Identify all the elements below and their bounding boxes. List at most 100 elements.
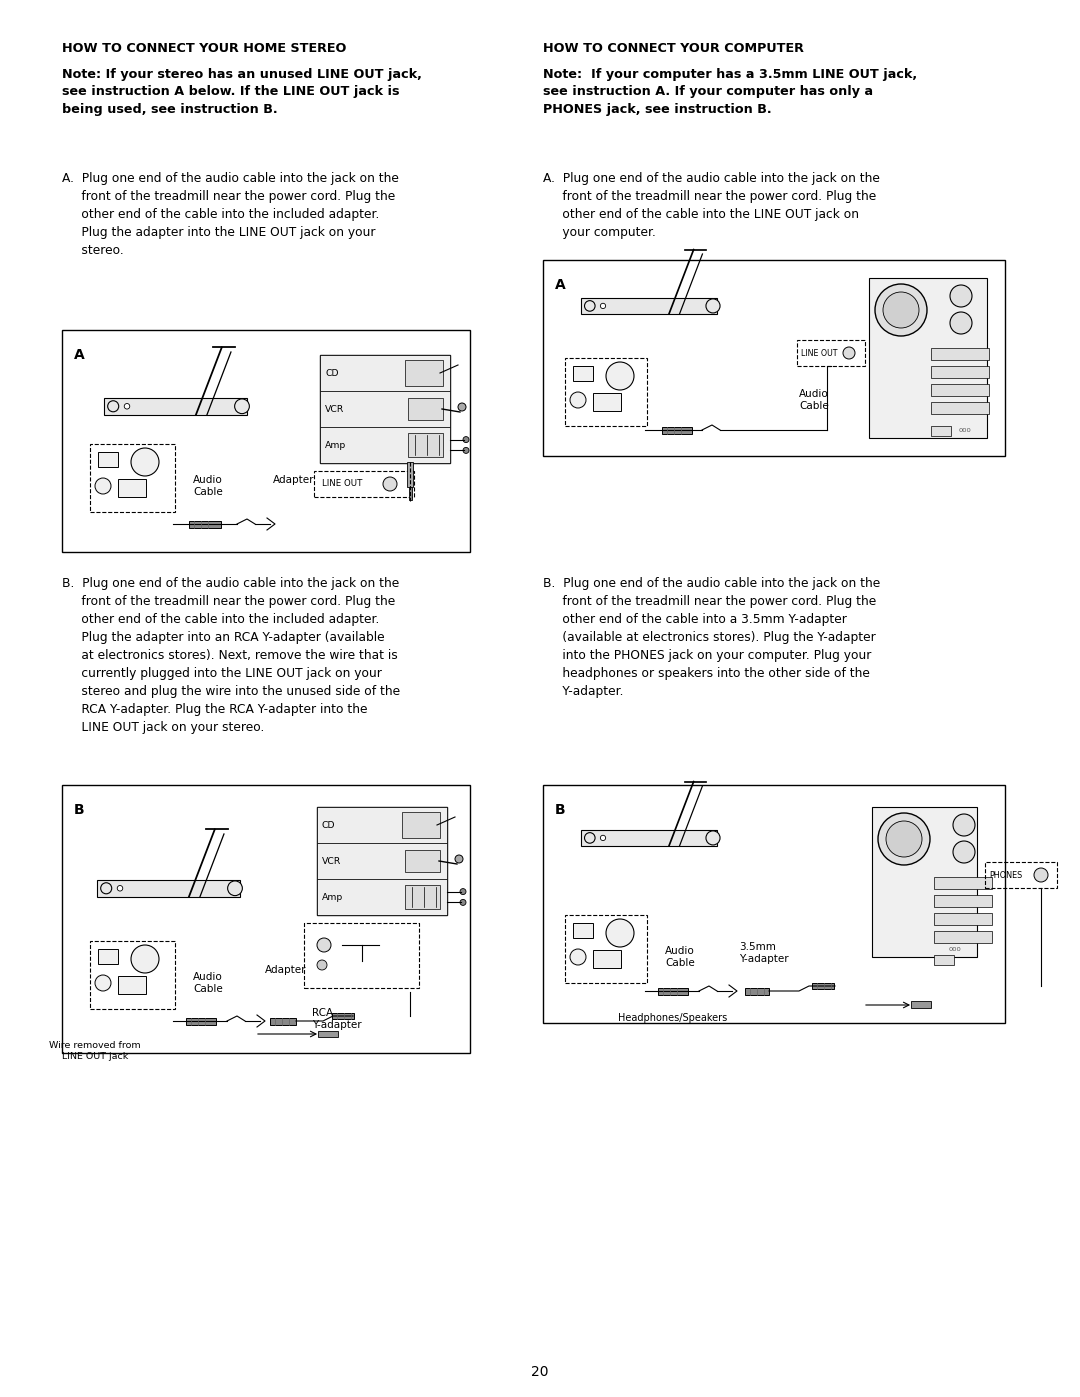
Text: B: B [555,803,566,817]
Bar [332,1013,354,1018]
Bar [931,426,951,436]
Bar [745,988,769,995]
Text: Note: If your stereo has an unused LINE OUT jack,
see instruction A below. If th: Note: If your stereo has an unused LINE … [62,68,422,116]
Circle shape [883,292,919,328]
Bar [797,339,865,366]
Text: Audio
Cable: Audio Cable [665,946,694,968]
Bar [318,807,447,842]
Bar [985,862,1057,888]
Text: A.  Plug one end of the audio cable into the jack on the
     front of the tread: A. Plug one end of the audio cable into … [543,172,880,239]
Circle shape [584,300,595,312]
Bar [405,360,443,386]
Text: Amp: Amp [322,893,343,901]
Bar [98,949,118,964]
Text: B: B [75,803,84,817]
Bar [408,433,443,457]
Text: A: A [75,348,84,362]
Bar [62,330,470,552]
Bar [62,785,470,1053]
Bar [934,877,993,888]
Circle shape [706,831,720,845]
Bar [573,923,593,937]
Text: 20: 20 [531,1365,549,1379]
Circle shape [600,303,606,309]
Bar [931,366,989,379]
Bar [934,895,993,907]
Bar [320,355,450,462]
Circle shape [118,886,123,891]
Bar [931,402,989,414]
Bar [98,453,118,467]
Circle shape [606,919,634,947]
Circle shape [108,401,119,412]
Bar [90,942,175,1009]
Circle shape [460,900,465,905]
Circle shape [878,813,930,865]
Bar [186,1017,216,1024]
Circle shape [886,821,922,856]
Text: HOW TO CONNECT YOUR HOME STEREO: HOW TO CONNECT YOUR HOME STEREO [62,42,347,54]
Bar [565,358,647,426]
Text: Audio
Cable: Audio Cable [193,972,222,995]
Circle shape [131,944,159,972]
Text: A: A [555,278,566,292]
Bar [318,879,447,915]
Bar [405,886,440,909]
Circle shape [234,400,249,414]
Bar [872,807,977,957]
Bar [303,923,419,988]
Bar [320,391,450,427]
Text: Headphones/Speakers: Headphones/Speakers [618,1013,727,1023]
Circle shape [463,447,469,454]
Bar [593,393,621,411]
Circle shape [318,960,327,970]
Circle shape [383,476,397,490]
Text: Audio
Cable: Audio Cable [799,388,828,411]
Bar [189,521,221,528]
Bar [118,977,146,995]
Bar [318,842,447,879]
Text: Adapter: Adapter [273,475,314,485]
Circle shape [458,402,465,411]
Circle shape [228,882,242,895]
Text: B.  Plug one end of the audio cable into the jack on the
     front of the tread: B. Plug one end of the audio cable into … [62,577,400,733]
Bar [812,983,834,989]
Bar [543,260,1005,455]
Bar [931,384,989,395]
Circle shape [95,975,111,990]
Bar [573,366,593,381]
Bar [934,914,993,925]
Circle shape [606,362,634,390]
Bar [869,278,987,439]
Circle shape [570,393,586,408]
Bar [658,988,688,995]
Bar [934,930,993,943]
Circle shape [95,478,111,495]
Circle shape [455,855,463,863]
Text: B.  Plug one end of the audio cable into the jack on the
     front of the tread: B. Plug one end of the audio cable into … [543,577,880,698]
Text: Note:  If your computer has a 3.5mm LINE OUT jack,
see instruction A. If your co: Note: If your computer has a 3.5mm LINE … [543,68,917,116]
Text: Amp: Amp [325,440,347,450]
Bar [104,398,246,415]
Circle shape [953,841,975,863]
Bar [408,486,411,500]
Circle shape [463,437,469,443]
Text: PHONES: PHONES [989,870,1023,880]
Text: VCR: VCR [322,856,341,866]
Text: Audio
Cable: Audio Cable [193,475,222,497]
Bar [581,298,717,314]
Bar [402,812,440,838]
Circle shape [706,299,720,313]
Bar [408,398,443,420]
Bar [581,830,717,845]
Bar [662,426,692,433]
Text: Adapter: Adapter [265,965,307,975]
Circle shape [318,937,330,951]
Text: Wire removed from
LINE OUT jack: Wire removed from LINE OUT jack [50,1041,140,1062]
Circle shape [953,814,975,835]
Text: CD: CD [322,820,336,830]
Bar [405,849,440,872]
Circle shape [1034,868,1048,882]
Bar [912,1002,931,1009]
Bar [543,785,1005,1023]
